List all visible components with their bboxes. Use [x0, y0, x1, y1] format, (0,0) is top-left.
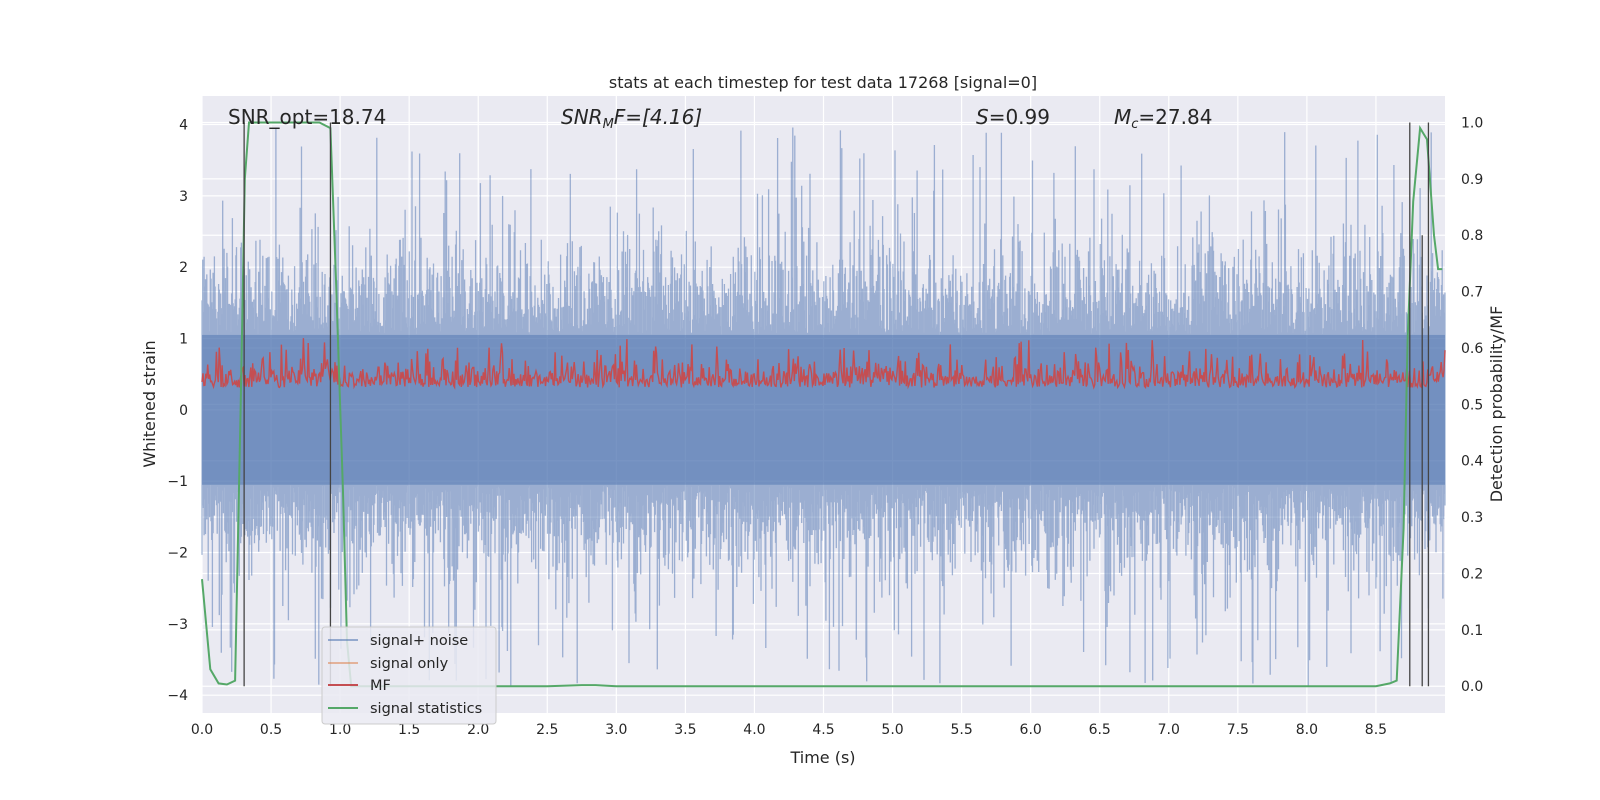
x-tick-labels: 0.0 0.5 1.0 1.5 2.0 2.5 3.0 3.5 4.0 4.5 5.0 5.5 6.0 6…: [191, 722, 1387, 738]
x-tick-label: 0.0: [191, 722, 213, 738]
annotation-snr-mf: SNRMF=[4.16]: [561, 105, 702, 132]
legend-box: [321, 626, 497, 725]
x-tick-label: 2.0: [467, 722, 489, 738]
y-tick-labels: 4 3 2 1 0 −1 −2 −3 −4: [167, 118, 188, 705]
mf-series: [201, 338, 1446, 390]
y2-tick-label: 0.4: [1461, 454, 1483, 470]
chart-title: stats at each timestep for test data 172…: [609, 73, 1037, 92]
y-tick-label: 3: [179, 189, 188, 205]
y2-tick-label: 1.0: [1461, 115, 1483, 131]
y2-tick-label: 0.7: [1461, 285, 1483, 301]
y-tick-label: −4: [167, 688, 188, 704]
legend-label-mf: MF: [370, 678, 391, 694]
signal-noise-series: [201, 127, 1446, 687]
y2-tick-label: 0.1: [1461, 623, 1483, 639]
x-axis-label: Time (s): [789, 748, 855, 767]
x-tick-label: 3.5: [674, 722, 696, 738]
y2-tick-label: 0.3: [1461, 510, 1483, 526]
y2-axis-label: Detection probability/MF: [1487, 306, 1506, 503]
x-tick-label: 2.5: [536, 722, 558, 738]
y2-tick-label: 0.9: [1461, 172, 1483, 188]
y-tick-label: −1: [167, 474, 188, 490]
y2-tick-label: 0.8: [1461, 228, 1483, 244]
x-tick-label: 6.5: [1089, 722, 1111, 738]
y2-tick-label: 0.6: [1461, 341, 1483, 357]
x-tick-label: 8.5: [1365, 722, 1387, 738]
x-tick-label: 1.0: [329, 722, 351, 738]
y-tick-label: −2: [167, 546, 188, 562]
mf-line: [201, 338, 1446, 390]
x-tick-label: 7.0: [1158, 722, 1180, 738]
y-tick-label: 4: [179, 118, 188, 134]
x-tick-label: 1.5: [398, 722, 420, 738]
y2-tick-label: 0.2: [1461, 566, 1483, 582]
legend: signal+ noise signal only MF signal stat…: [321, 626, 497, 725]
x-tick-label: 5.0: [881, 722, 903, 738]
annotation-s: S=0.99: [976, 105, 1050, 129]
annotation-mc: Mc=27.84: [1114, 105, 1212, 132]
legend-label-signal-statistics: signal statistics: [370, 701, 482, 717]
x-tick-label: 8.0: [1296, 722, 1318, 738]
annotation-snr-opt: SNR_opt=18.74: [228, 105, 386, 129]
y-tick-label: 2: [179, 260, 188, 276]
x-tick-label: 4.5: [812, 722, 834, 738]
legend-label-signal-noise: signal+ noise: [370, 633, 468, 649]
x-tick-label: 7.5: [1227, 722, 1249, 738]
legend-label-signal-only: signal only: [370, 656, 449, 672]
x-tick-label: 3.0: [605, 722, 627, 738]
x-tick-label: 0.5: [260, 722, 282, 738]
y-tick-label: −3: [167, 617, 188, 633]
signal-noise-core: [202, 334, 1445, 485]
x-tick-label: 6.0: [1020, 722, 1042, 738]
y2-tick-label: 0.5: [1461, 397, 1483, 413]
y2-tick-label: 0.0: [1461, 679, 1483, 695]
y-tick-label: 0: [179, 403, 188, 419]
y-tick-label: 1: [179, 332, 188, 348]
vertical-markers: [243, 122, 1430, 687]
y-axis-label: Whitened strain: [140, 340, 159, 467]
x-tick-label: 4.0: [743, 722, 765, 738]
x-tick-label: 5.5: [950, 722, 972, 738]
y2-tick-labels: 1.0 0.9 0.8 0.7 0.6 0.5 0.4 0.3 0.2 0.1 0.0: [1461, 115, 1483, 695]
